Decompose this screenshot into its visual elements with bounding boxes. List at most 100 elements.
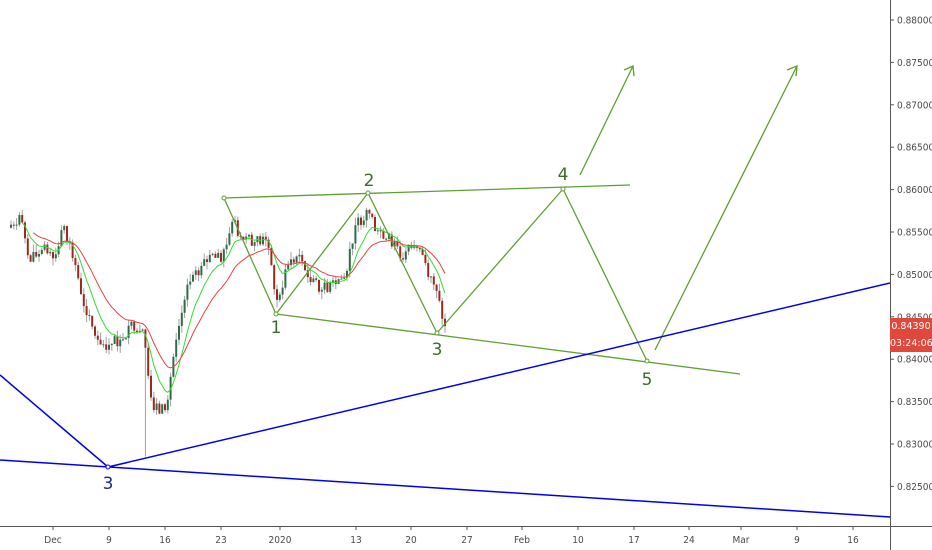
candle-down bbox=[441, 300, 444, 319]
candle-up bbox=[189, 281, 192, 285]
wave-path-line[interactable] bbox=[436, 188, 564, 334]
wave-path-line[interactable] bbox=[275, 192, 369, 315]
candle-up bbox=[178, 325, 180, 340]
anchor-point[interactable] bbox=[434, 330, 440, 336]
candle-up bbox=[430, 276, 432, 278]
candle-up bbox=[32, 252, 35, 262]
candle-down bbox=[242, 236, 245, 240]
wave-label-blue-3: 3 bbox=[103, 474, 114, 494]
candle-down bbox=[26, 238, 29, 256]
candle-up bbox=[63, 226, 66, 231]
candle-up bbox=[351, 243, 354, 249]
time-tick-label: 16 bbox=[847, 535, 859, 546]
time-axis[interactable]: Dec 9 16 23 2020 13 20 27 Feb 10 17 24 Mar 9 16 bbox=[44, 526, 859, 546]
candle-down bbox=[432, 276, 435, 285]
candle-down bbox=[318, 279, 320, 292]
upper-channel-line[interactable] bbox=[223, 184, 631, 199]
price-tick-label: 0.82500 bbox=[897, 482, 932, 493]
arrow-line-wave4[interactable] bbox=[579, 65, 634, 176]
candle-down bbox=[427, 263, 430, 277]
blue-trend-line[interactable] bbox=[107, 282, 891, 468]
candle-down bbox=[46, 244, 49, 254]
candle-down bbox=[379, 230, 382, 232]
candle-up bbox=[228, 233, 231, 245]
anchor-point[interactable] bbox=[560, 186, 566, 192]
candle-down bbox=[292, 259, 295, 263]
anchor-point[interactable] bbox=[273, 311, 279, 317]
time-tick-label: 23 bbox=[215, 535, 226, 546]
anchor-point[interactable] bbox=[644, 358, 650, 364]
candle-up bbox=[10, 224, 12, 228]
candle-up bbox=[122, 339, 124, 341]
candle-down bbox=[396, 241, 399, 247]
candle-up bbox=[60, 230, 63, 247]
candle-down bbox=[206, 259, 208, 262]
candle-down bbox=[220, 252, 222, 262]
candle-down bbox=[21, 215, 24, 223]
candle-up bbox=[340, 278, 343, 280]
candle-down bbox=[94, 326, 96, 336]
blue-trend-line[interactable] bbox=[0, 374, 109, 468]
candle-up bbox=[298, 254, 301, 257]
blue-trend-line[interactable] bbox=[0, 459, 891, 518]
time-tick-label: 16 bbox=[159, 535, 171, 546]
candle-down bbox=[99, 339, 102, 345]
price-axis[interactable]: 0.88000 0.87500 0.87000 0.86500 0.86000 0.855… bbox=[890, 16, 932, 493]
candle-down bbox=[267, 239, 270, 248]
candle-up bbox=[203, 259, 206, 266]
candle-up bbox=[290, 259, 292, 266]
candle-up bbox=[208, 254, 211, 262]
candle-up bbox=[38, 254, 40, 257]
candle-down bbox=[152, 397, 155, 411]
price-tick-label: 0.87500 bbox=[897, 58, 932, 69]
candle-down bbox=[435, 284, 438, 291]
candle-up bbox=[346, 270, 348, 278]
candle-down bbox=[438, 290, 441, 301]
lower-channel-line[interactable] bbox=[275, 313, 741, 375]
candle-down bbox=[326, 282, 329, 292]
price-tick-label: 0.84000 bbox=[897, 355, 932, 366]
candle-up bbox=[127, 325, 130, 338]
wave-label-1: 1 bbox=[271, 318, 282, 338]
wave-path-line[interactable] bbox=[562, 188, 648, 362]
candle-up bbox=[175, 339, 178, 357]
candle-up bbox=[102, 344, 105, 346]
time-tick-label: Dec bbox=[44, 535, 61, 546]
anchor-point[interactable] bbox=[105, 464, 111, 470]
candle-down bbox=[77, 265, 80, 279]
candle-down bbox=[74, 257, 77, 266]
candle-up bbox=[211, 253, 214, 255]
candle-down bbox=[71, 242, 74, 258]
wave-path-line[interactable] bbox=[223, 197, 277, 315]
candle-up bbox=[278, 294, 281, 300]
candle-down bbox=[35, 252, 38, 257]
candle-down bbox=[150, 375, 152, 398]
candle-down bbox=[116, 336, 119, 347]
candle-down bbox=[136, 330, 138, 333]
candle-down bbox=[214, 253, 217, 258]
wave-path-line[interactable] bbox=[367, 192, 438, 334]
arrowhead-icon bbox=[786, 64, 798, 77]
last-price-badge: 0.84390 bbox=[890, 318, 932, 335]
candle-up bbox=[194, 270, 197, 275]
wave-label-4: 4 bbox=[558, 165, 569, 185]
candle-up bbox=[192, 274, 194, 282]
candle-down bbox=[144, 329, 147, 348]
time-tick-label: 2020 bbox=[269, 535, 292, 546]
price-tick-label: 0.85500 bbox=[897, 228, 932, 239]
arrow-line-wave5[interactable] bbox=[654, 65, 798, 351]
candle-up bbox=[404, 251, 407, 260]
candle-up bbox=[323, 282, 326, 290]
anchor-point[interactable] bbox=[221, 195, 227, 201]
candle-down bbox=[82, 294, 85, 307]
drawings-layer[interactable] bbox=[0, 64, 891, 518]
candle-down bbox=[80, 278, 82, 295]
candle-up bbox=[295, 256, 298, 263]
candle-up bbox=[130, 321, 133, 326]
candle-up bbox=[222, 249, 225, 262]
anchor-point[interactable] bbox=[365, 190, 371, 196]
candle-up bbox=[284, 269, 287, 288]
candle-down bbox=[66, 226, 68, 243]
candle-up bbox=[376, 230, 379, 232]
